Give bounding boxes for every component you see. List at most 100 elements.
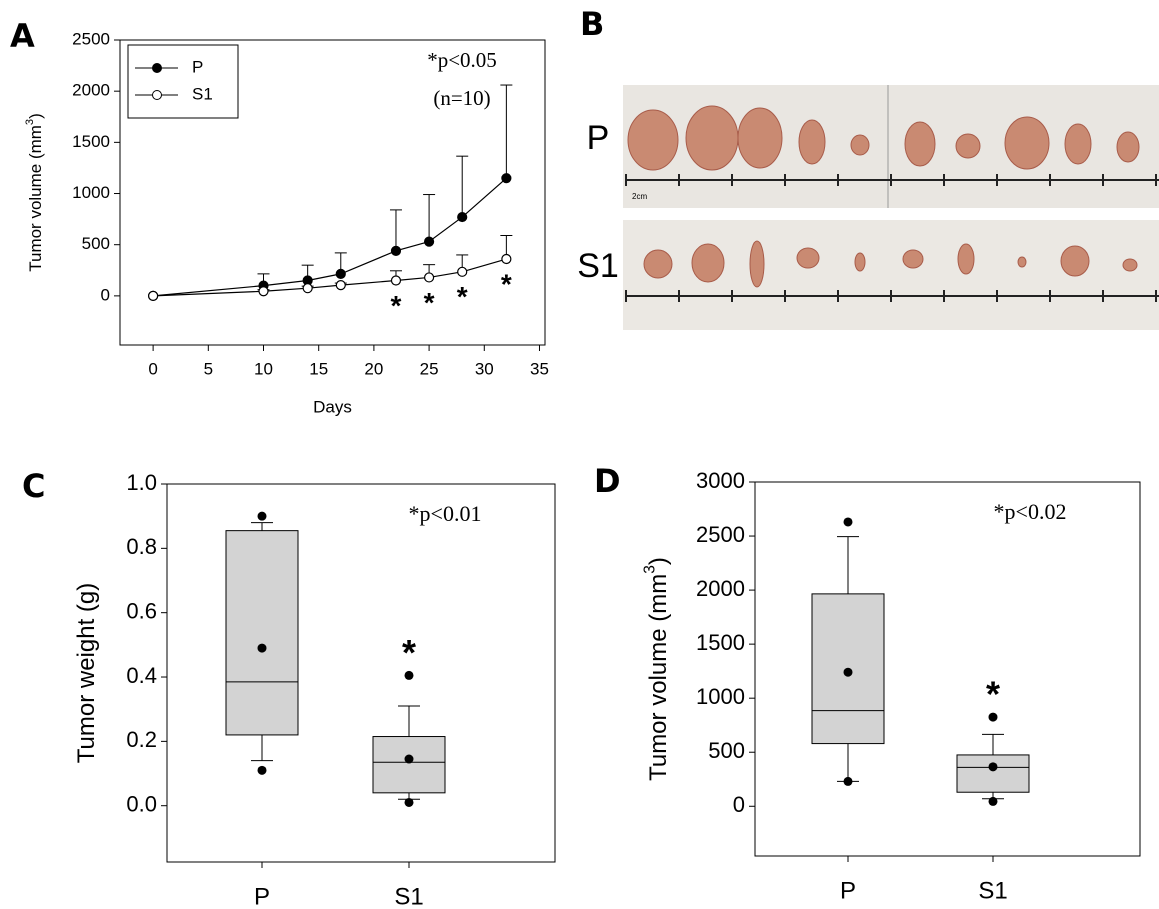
data-point (423, 236, 435, 247)
data-point (302, 283, 313, 294)
series-line (153, 258, 507, 297)
y-tick-label: 1000 (72, 183, 110, 202)
y-label-text: Tumor volume (mm (26, 125, 45, 272)
x-axis-label: Days (313, 397, 352, 416)
x-tick-label: P (254, 883, 270, 909)
significance-mark: * (457, 281, 468, 312)
series-line (153, 177, 507, 297)
legend-label: S1 (192, 84, 213, 103)
data-point (335, 280, 346, 291)
significance-mark: * (501, 268, 512, 299)
y-tick-label: 2500 (72, 29, 110, 48)
y-tick-label: 500 (708, 738, 745, 763)
data-point (501, 173, 512, 184)
y-label-sup: 3 (642, 565, 659, 574)
data-point (148, 290, 159, 301)
y-tick-label: 0.8 (126, 534, 157, 559)
data-point (258, 286, 269, 297)
panel-label: A (10, 17, 35, 55)
y-label-tail: ) (645, 557, 672, 565)
data-point (390, 245, 402, 256)
point (988, 796, 998, 806)
data-point (457, 266, 468, 277)
y-tick-label: 0.2 (126, 727, 157, 752)
y-tick-label: 2500 (696, 522, 745, 547)
annotation: *p<0.01 (409, 501, 482, 526)
x-tick-label: S1 (394, 883, 423, 909)
significance-mark: * (424, 287, 435, 318)
significance-mark: * (402, 632, 416, 673)
y-tick-label: 500 (82, 234, 110, 253)
data-point (457, 211, 468, 223)
y-tick-label: 0 (733, 792, 745, 817)
panel-label: B (580, 5, 604, 43)
data-point (501, 253, 512, 265)
point (257, 643, 267, 653)
y-tick-label: 0.4 (126, 663, 157, 688)
y-label-text: Tumor volume (mm (645, 574, 672, 781)
x-tick-label: 10 (254, 359, 273, 378)
x-tick-label: 35 (530, 359, 549, 378)
point (257, 511, 267, 521)
x-tick-label: 0 (148, 359, 157, 378)
x-tick-label: 15 (309, 359, 328, 378)
x-tick-label: P (840, 877, 856, 904)
legend-box (127, 44, 239, 119)
annotation: *p<0.02 (994, 499, 1067, 524)
point (843, 667, 853, 677)
point (988, 762, 998, 772)
y-label-sup: 3 (24, 119, 36, 125)
y-tick-label: 1000 (696, 684, 745, 709)
legend-marker (152, 63, 162, 73)
x-tick-label: 30 (475, 359, 494, 378)
annotation: *p<0.05 (427, 48, 497, 72)
data-point (335, 268, 346, 279)
point (257, 765, 267, 775)
row-label: P (587, 119, 610, 157)
box (811, 593, 885, 745)
plot-frame (754, 481, 1141, 857)
y-tick-label: 0.6 (126, 598, 157, 623)
panel-label: C (22, 467, 45, 505)
annotation: (n=10) (433, 86, 490, 110)
y-tick-label: 0.0 (126, 792, 157, 817)
scale-text: 2cm (632, 192, 647, 201)
photo: 2cm P S1 B (577, 5, 1159, 330)
y-tick-label: 1500 (696, 630, 745, 655)
y-tick-label: 1500 (72, 132, 110, 151)
point (404, 754, 414, 764)
y-tick-label: 0 (101, 285, 110, 304)
panel-label: D (594, 462, 621, 500)
significance-mark: * (986, 674, 1000, 715)
box (225, 530, 299, 736)
legend-label: P (192, 57, 203, 76)
y-tick-label: 2000 (696, 576, 745, 601)
point (988, 712, 998, 722)
plot-frame (166, 483, 556, 863)
ruler (625, 174, 1159, 302)
data-point (390, 275, 402, 286)
point (843, 517, 853, 527)
significance-mark: * (391, 290, 402, 321)
tumors (627, 105, 1140, 288)
point (404, 670, 414, 680)
box (372, 736, 446, 794)
box (956, 754, 1030, 793)
point (843, 776, 853, 786)
y-axis-label: Tumor volume (mm3) (24, 113, 45, 272)
x-tick-label: 20 (364, 359, 383, 378)
data-point (423, 272, 435, 283)
y-tick-label: 1.0 (126, 470, 157, 495)
y-label-tail: ) (26, 113, 45, 119)
legend-marker (152, 90, 162, 100)
x-tick-label: 25 (420, 359, 439, 378)
y-label-text: Tumor weight (g) (73, 583, 100, 764)
y-axis-label: Tumor volume (mm3) (642, 557, 673, 781)
y-axis-label: Tumor weight (g) (73, 583, 100, 764)
plot-frame (119, 39, 546, 346)
y-tick-label: 3000 (696, 468, 745, 493)
row-label: S1 (577, 247, 619, 285)
point (404, 797, 414, 807)
